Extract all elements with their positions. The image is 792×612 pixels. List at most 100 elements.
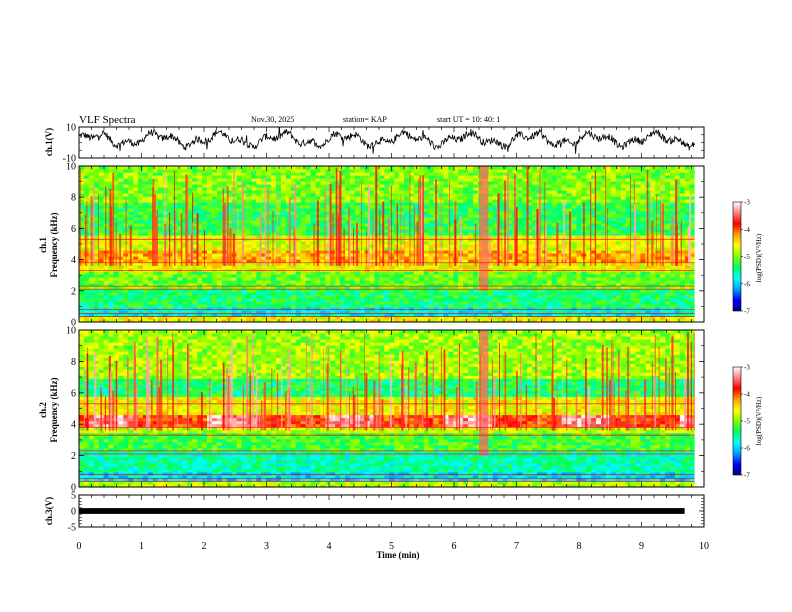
spectrogram-cell xyxy=(374,274,380,278)
spectrogram-cell xyxy=(340,235,346,239)
spectrogram-cell xyxy=(236,310,243,314)
spectrogram-cell xyxy=(103,253,110,257)
spectrogram-cell xyxy=(157,262,164,266)
spectrogram-cell xyxy=(79,178,85,182)
spectrogram-cell xyxy=(98,202,105,206)
spectrogram-cell xyxy=(177,298,183,302)
spectrogram-cell xyxy=(364,262,371,266)
spectrogram-cell xyxy=(133,301,139,305)
spectrogram-cell xyxy=(123,313,129,317)
spectrogram-cell xyxy=(152,181,159,185)
spectrogram-cell xyxy=(108,169,114,173)
spectrogram-cell xyxy=(374,265,380,269)
spectrogram-cell xyxy=(147,217,154,221)
spectrogram-cell xyxy=(409,235,415,239)
spectrogram-cell xyxy=(167,187,174,191)
spectrogram-cell xyxy=(157,286,164,290)
spectrogram-cell xyxy=(246,274,252,278)
spectrogram-cell xyxy=(88,274,95,278)
spectrogram-cell xyxy=(409,295,415,299)
spectrogram-cell xyxy=(369,268,376,272)
spectrogram-cell xyxy=(143,286,149,290)
spectrogram-cell xyxy=(364,184,371,188)
spectrogram-cell xyxy=(428,244,435,248)
spectrogram-cell xyxy=(428,169,435,173)
spectrogram-cell xyxy=(448,298,454,302)
spectrogram-cell xyxy=(300,286,307,290)
spectrogram-cell xyxy=(428,241,435,245)
spectrogram-cell xyxy=(197,298,203,302)
spectrogram-cell xyxy=(443,187,449,191)
spectrogram-cell xyxy=(310,208,316,212)
spectrogram-cell xyxy=(477,313,484,317)
spectrogram-cell xyxy=(413,298,420,302)
spectrogram-cell xyxy=(241,214,247,218)
spectrogram-cell xyxy=(231,298,238,302)
spectrogram-cell xyxy=(182,283,188,287)
spectrogram-cell xyxy=(133,307,139,311)
spectrogram-cell xyxy=(295,211,302,215)
spectrogram-cell xyxy=(305,298,311,302)
spectrogram-cell xyxy=(310,235,316,239)
spectrogram-cell xyxy=(354,208,361,212)
spectrogram-cell xyxy=(207,184,213,188)
spectrogram-cell xyxy=(103,283,110,287)
spectrogram-cell xyxy=(241,280,247,284)
spectrogram-cell xyxy=(152,307,159,311)
spectrogram-cell xyxy=(241,295,247,299)
spectrogram-cell xyxy=(399,166,405,170)
spectrogram-cell xyxy=(256,208,262,212)
spectrogram-cell xyxy=(384,292,390,296)
spectrogram-cell xyxy=(384,289,390,293)
spectrogram-cell xyxy=(310,253,316,257)
spectrogram-cell xyxy=(221,295,228,299)
spectrogram-cell xyxy=(428,292,435,296)
spectrogram-cell xyxy=(285,166,292,170)
spectrogram-cell xyxy=(330,172,336,176)
spectrogram-cell xyxy=(182,277,188,281)
spectrogram-cell xyxy=(226,211,233,215)
spectrogram-cell xyxy=(138,253,144,257)
spectrogram-cell xyxy=(143,313,149,317)
spectrogram-cell xyxy=(138,226,144,230)
spectrogram-cell xyxy=(399,169,405,173)
spectrogram-cell xyxy=(374,280,380,284)
spectrogram-cell xyxy=(93,187,100,191)
spectrogram-cell xyxy=(280,214,287,218)
spectrogram-cell xyxy=(246,253,252,257)
spectrogram-cell xyxy=(162,166,169,170)
spectrogram-cell xyxy=(359,301,366,305)
spectrogram-cell xyxy=(310,307,316,311)
spectrogram-cell xyxy=(487,193,494,197)
spectrogram-cell xyxy=(340,256,346,260)
spectrogram-cell xyxy=(335,211,341,215)
spectrogram-cell xyxy=(310,196,316,200)
spectrogram-cell xyxy=(409,262,415,266)
spectrogram-cell xyxy=(354,214,361,218)
spectrogram-cell xyxy=(231,295,238,299)
spectrogram-cell xyxy=(310,178,316,182)
spectrogram-cell xyxy=(133,238,139,242)
spectrogram-cell xyxy=(458,268,464,272)
spectrogram-cell xyxy=(266,268,272,272)
spectrogram-cell xyxy=(409,166,415,170)
spectrogram-cell xyxy=(276,229,282,233)
spectrogram-cell xyxy=(236,244,243,248)
spectrogram-cell xyxy=(359,220,366,224)
spectrogram-cell xyxy=(384,232,390,236)
spectrogram-cell xyxy=(359,217,366,221)
spectrogram-cell xyxy=(340,181,346,185)
spectrogram-cell xyxy=(98,214,105,218)
spectrogram-cell xyxy=(147,187,154,191)
spectrogram-cell xyxy=(251,238,257,242)
spectrogram-cell xyxy=(236,229,243,233)
spectrogram-cell xyxy=(251,196,257,200)
spectrogram-cell xyxy=(468,283,474,287)
spectrogram-cell xyxy=(409,286,415,290)
spectrogram-cell xyxy=(98,274,105,278)
spectrogram-cell xyxy=(216,169,223,173)
spectrogram-cell xyxy=(236,217,243,221)
spectrogram-cell xyxy=(251,199,257,203)
spectrogram-cell xyxy=(359,238,366,242)
spectrogram-cell xyxy=(147,250,154,254)
